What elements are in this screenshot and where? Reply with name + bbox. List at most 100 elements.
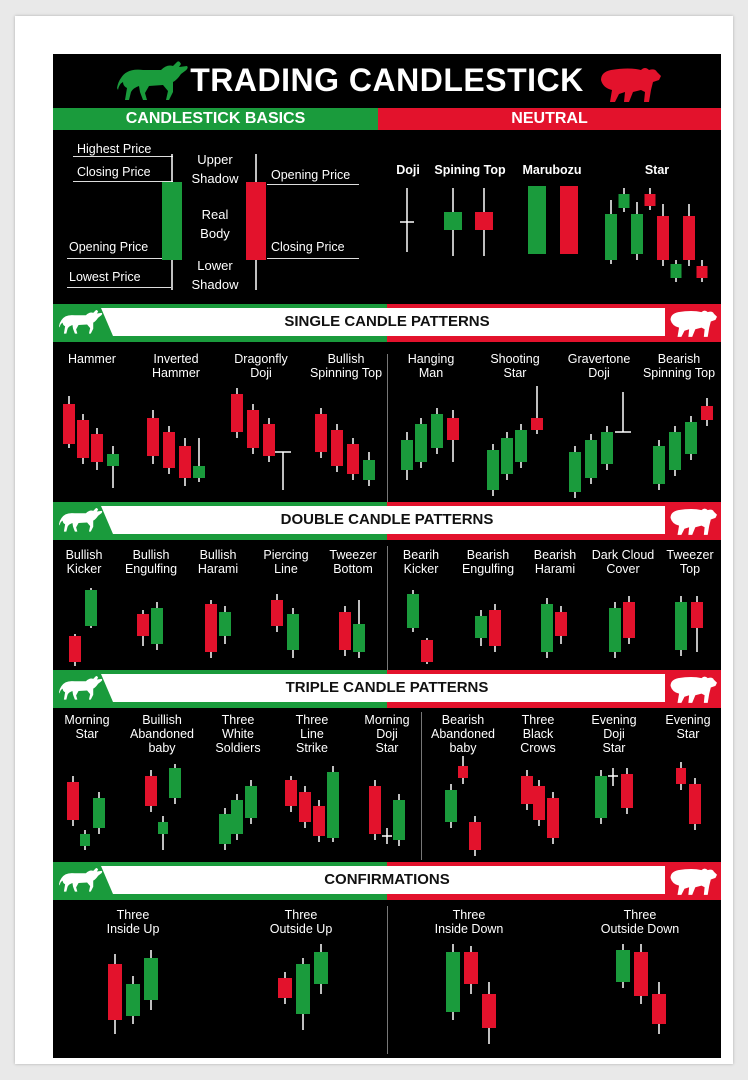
candle (231, 388, 243, 438)
bull-icon (59, 867, 103, 892)
label-three-outside-up: Three Outside Up (269, 908, 333, 936)
bull-icon (59, 507, 103, 532)
basics-bull-candle (162, 154, 182, 290)
candle (271, 594, 283, 632)
label-bearish-harami: Bearish Harami (533, 548, 577, 576)
label-three-line-strike: Three Line Strike (295, 713, 329, 755)
label-bullish-harami: Bullish Harami (197, 548, 239, 576)
label-lower-shadow: Lower Shadow (191, 258, 239, 292)
candle (219, 606, 231, 644)
candle (609, 602, 621, 658)
candle (393, 794, 405, 846)
bull-icon (59, 309, 103, 334)
label-morning-star: Morning Star (64, 713, 110, 741)
candle (555, 606, 567, 644)
candle (701, 398, 713, 426)
candle (458, 756, 468, 784)
section-title-single: SINGLE CANDLE PATTERNS (284, 313, 490, 330)
bear-icon (670, 310, 717, 337)
candle (296, 958, 310, 1030)
candle (245, 780, 257, 824)
page-title: TRADING CANDLESTICK (190, 62, 584, 98)
candle (219, 808, 231, 850)
candle (421, 638, 433, 664)
candle (339, 606, 351, 656)
candle (415, 418, 427, 468)
candle (69, 634, 81, 666)
section-band-double: DOUBLE CANDLE PATTERNS (53, 502, 721, 540)
candle (533, 780, 545, 826)
label-buillish-abandoned-baby: Buillish Abandoned baby (130, 713, 194, 755)
label-upper-shadow: Upper Shadow (191, 152, 239, 186)
candle (528, 186, 546, 254)
candle (618, 188, 630, 212)
candle (193, 438, 205, 482)
candle (179, 438, 191, 486)
candle (107, 446, 119, 488)
candle (446, 944, 460, 1020)
candle (621, 768, 633, 814)
candle (475, 610, 487, 646)
candle (145, 770, 157, 812)
label-real-body: Real Body (200, 207, 230, 241)
candle (247, 404, 259, 454)
label-highest-price: Highest Price (77, 142, 152, 156)
candle (657, 204, 669, 266)
candle (444, 188, 462, 256)
candle (382, 828, 392, 844)
section-title-triple: TRIPLE CANDLE PATTERNS (285, 679, 489, 696)
label-piercing-line: Piercing Line (263, 548, 309, 576)
label-opening-price-right: Opening Price (271, 168, 351, 182)
candle (169, 764, 181, 804)
label-opening-price-left: Opening Price (69, 240, 149, 254)
candle (363, 452, 375, 486)
neutral-candles (400, 186, 708, 282)
candle (401, 432, 413, 480)
candle (541, 598, 553, 658)
candle (685, 416, 697, 460)
poster-board: TRADING CANDLESTICK CANDLESTICK BASICS N… (53, 54, 721, 1058)
candle (287, 608, 299, 658)
label-bearish-abandoned-baby: Bearish Abandoned baby (431, 713, 495, 755)
candle (63, 396, 75, 448)
candle (314, 944, 328, 994)
label-inverted-hammer: Inverted Hammer (152, 352, 200, 380)
label-hammer: Hammer (68, 352, 116, 366)
candle (531, 386, 543, 434)
candle (147, 410, 159, 464)
confirmation-candles (108, 944, 666, 1044)
candle (521, 770, 533, 810)
label-three-white-soldiers: Three White Soldiers (215, 713, 261, 755)
label-tweezer-bottom: Tweezer Bottom (329, 548, 377, 576)
candle (331, 424, 343, 472)
candle (158, 816, 168, 850)
candle (689, 778, 701, 830)
double-candles (69, 588, 703, 666)
candle (137, 610, 149, 646)
candle (675, 596, 687, 656)
triple-candles (67, 756, 701, 856)
candle (469, 816, 481, 856)
label-lowest-price: Lowest Price (69, 270, 141, 284)
candle (644, 188, 656, 210)
label-three-outside-down: Three Outside Down (600, 908, 680, 936)
candle (569, 446, 581, 498)
candle (431, 408, 443, 454)
label-spining-top: Spining Top (434, 163, 506, 177)
candle (347, 438, 359, 480)
candle (475, 188, 493, 256)
candle (67, 776, 79, 826)
section-band-single: SINGLE CANDLE PATTERNS (53, 304, 721, 342)
basics-bear-candle (246, 154, 266, 290)
candle (653, 440, 665, 490)
candle (691, 596, 703, 652)
candle (263, 418, 275, 462)
candle (400, 188, 414, 252)
label-dark-cloud-cover: Dark Cloud Cover (591, 548, 655, 576)
guide-line (67, 287, 171, 288)
candle (547, 792, 559, 844)
candle (669, 426, 681, 476)
candle (605, 200, 617, 264)
candle (623, 596, 635, 644)
label-three-black-crows: Three Black Crows (520, 713, 556, 755)
